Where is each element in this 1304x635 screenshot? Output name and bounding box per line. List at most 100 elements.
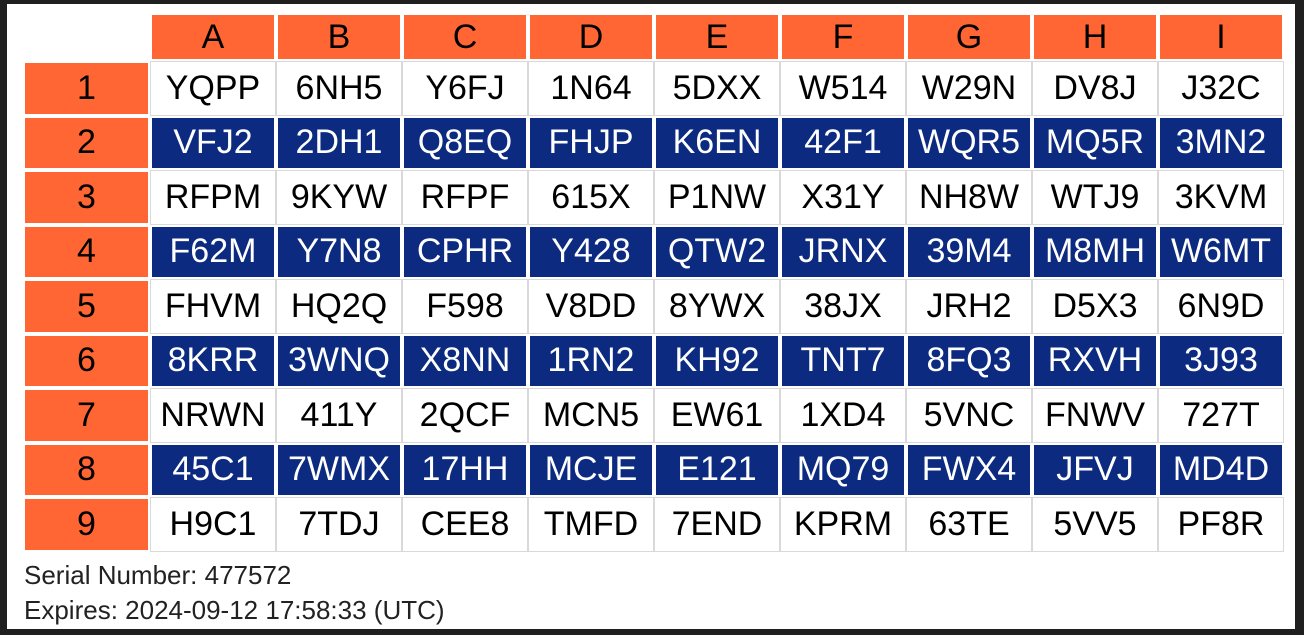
grid-code-cell: DV8J <box>1032 61 1158 116</box>
grid-code-cell: 7END <box>654 497 780 552</box>
grid-code-cell: X8NN <box>402 333 528 388</box>
grid-code-cell: V8DD <box>528 279 654 334</box>
column-header: B <box>276 13 402 61</box>
grid-code-cell: W514 <box>780 61 906 116</box>
grid-code-cell: 5VV5 <box>1032 497 1158 552</box>
grid-code-cell: 1N64 <box>528 61 654 116</box>
grid-code-cell: 3KVM <box>1158 170 1284 225</box>
grid-code-cell: Q8EQ <box>402 115 528 170</box>
grid-code-cell: YQPP <box>150 61 276 116</box>
grid-code-cell: HQ2Q <box>276 279 402 334</box>
grid-code-cell: 1XD4 <box>780 388 906 443</box>
column-header: F <box>780 13 906 61</box>
row-header: 7 <box>23 388 150 443</box>
grid-code-cell: 38JX <box>780 279 906 334</box>
grid-code-cell: 5VNC <box>906 388 1032 443</box>
column-header: D <box>528 13 654 61</box>
row-header: 3 <box>23 170 150 225</box>
grid-code-cell: FNWV <box>1032 388 1158 443</box>
grid-code-cell: WTJ9 <box>1032 170 1158 225</box>
grid-code-cell: WQR5 <box>906 115 1032 170</box>
grid-code-cell: 6N9D <box>1158 279 1284 334</box>
grid-code-cell: 39M4 <box>906 224 1032 279</box>
grid-code-cell: 42F1 <box>780 115 906 170</box>
grid-code-cell: W29N <box>906 61 1032 116</box>
grid-code-cell: FHVM <box>150 279 276 334</box>
grid-code-cell: MD4D <box>1158 442 1284 497</box>
column-header: A <box>150 13 276 61</box>
grid-code-cell: 615X <box>528 170 654 225</box>
grid-code-cell: 3MN2 <box>1158 115 1284 170</box>
grid-code-cell: X31Y <box>780 170 906 225</box>
serial-number: Serial Number: 477572 <box>24 560 292 590</box>
grid-code-cell: 8FQ3 <box>906 333 1032 388</box>
row-header: 1 <box>23 61 150 116</box>
grid-code-cell: JRNX <box>780 224 906 279</box>
grid-code-cell: RXVH <box>1032 333 1158 388</box>
column-header: H <box>1032 13 1158 61</box>
grid-code-cell: VFJ2 <box>150 115 276 170</box>
grid-code-cell: 8YWX <box>654 279 780 334</box>
grid-code-cell: 63TE <box>906 497 1032 552</box>
column-header: C <box>402 13 528 61</box>
grid-code-cell: 6NH5 <box>276 61 402 116</box>
grid-code-cell: 5DXX <box>654 61 780 116</box>
grid-code-cell: 45C1 <box>150 442 276 497</box>
grid-code-cell: 2QCF <box>402 388 528 443</box>
grid-code-cell: PF8R <box>1158 497 1284 552</box>
grid-code-cell: TNT7 <box>780 333 906 388</box>
grid-code-cell: MQ5R <box>1032 115 1158 170</box>
grid-code-cell: KH92 <box>654 333 780 388</box>
grid-code-cell: 3J93 <box>1158 333 1284 388</box>
grid-code-cell: JRH2 <box>906 279 1032 334</box>
grid-code-cell: Y6FJ <box>402 61 528 116</box>
grid-code-cell: FWX4 <box>906 442 1032 497</box>
column-header: E <box>654 13 780 61</box>
grid-code-cell: Y7N8 <box>276 224 402 279</box>
row-header: 6 <box>23 333 150 388</box>
grid-code-cell: K6EN <box>654 115 780 170</box>
grid-code-cell: D5X3 <box>1032 279 1158 334</box>
grid-code-cell: 17HH <box>402 442 528 497</box>
grid-code-cell: E121 <box>654 442 780 497</box>
row-header: 2 <box>23 115 150 170</box>
column-header: G <box>906 13 1032 61</box>
grid-code-cell: NRWN <box>150 388 276 443</box>
grid-code-cell: F598 <box>402 279 528 334</box>
grid-code-cell: M8MH <box>1032 224 1158 279</box>
grid-code-cell: MCN5 <box>528 388 654 443</box>
grid-code-cell: W6MT <box>1158 224 1284 279</box>
grid-code-cell: J32C <box>1158 61 1284 116</box>
row-header: 5 <box>23 279 150 334</box>
grid-code-cell: 727T <box>1158 388 1284 443</box>
grid-code-cell: MQ79 <box>780 442 906 497</box>
grid-code-cell: 2DH1 <box>276 115 402 170</box>
grid-code-cell: RFPM <box>150 170 276 225</box>
grid-corner <box>23 13 150 61</box>
column-header: I <box>1158 13 1284 61</box>
code-grid: A B C D E F G H I 1 YQPP 6NH5 Y6FJ 1N64 5DXX W514 W29N DV… <box>23 13 1284 552</box>
grid-code-cell: 3WNQ <box>276 333 402 388</box>
grid-code-cell: 9KYW <box>276 170 402 225</box>
grid-code-cell: 8KRR <box>150 333 276 388</box>
row-header: 8 <box>23 442 150 497</box>
grid-code-cell: Y428 <box>528 224 654 279</box>
expiry-date: Expires: 2024-09-12 17:58:33 (UTC) <box>24 595 445 625</box>
grid-code-cell: JFVJ <box>1032 442 1158 497</box>
grid-code-cell: TMFD <box>528 497 654 552</box>
security-grid-card: A B C D E F G H I 1 YQPP 6NH5 Y6FJ 1N64 5DXX W514 W29N DV… <box>7 4 1295 629</box>
grid-code-cell: CEE8 <box>402 497 528 552</box>
grid-code-cell: KPRM <box>780 497 906 552</box>
grid-code-cell: NH8W <box>906 170 1032 225</box>
grid-code-cell: H9C1 <box>150 497 276 552</box>
grid-code-cell: RFPF <box>402 170 528 225</box>
grid-code-cell: 7WMX <box>276 442 402 497</box>
grid-code-cell: 411Y <box>276 388 402 443</box>
grid-code-cell: 7TDJ <box>276 497 402 552</box>
grid-code-cell: 1RN2 <box>528 333 654 388</box>
grid-code-cell: P1NW <box>654 170 780 225</box>
grid-code-cell: F62M <box>150 224 276 279</box>
grid-code-cell: MCJE <box>528 442 654 497</box>
grid-code-cell: EW61 <box>654 388 780 443</box>
grid-code-cell: QTW2 <box>654 224 780 279</box>
